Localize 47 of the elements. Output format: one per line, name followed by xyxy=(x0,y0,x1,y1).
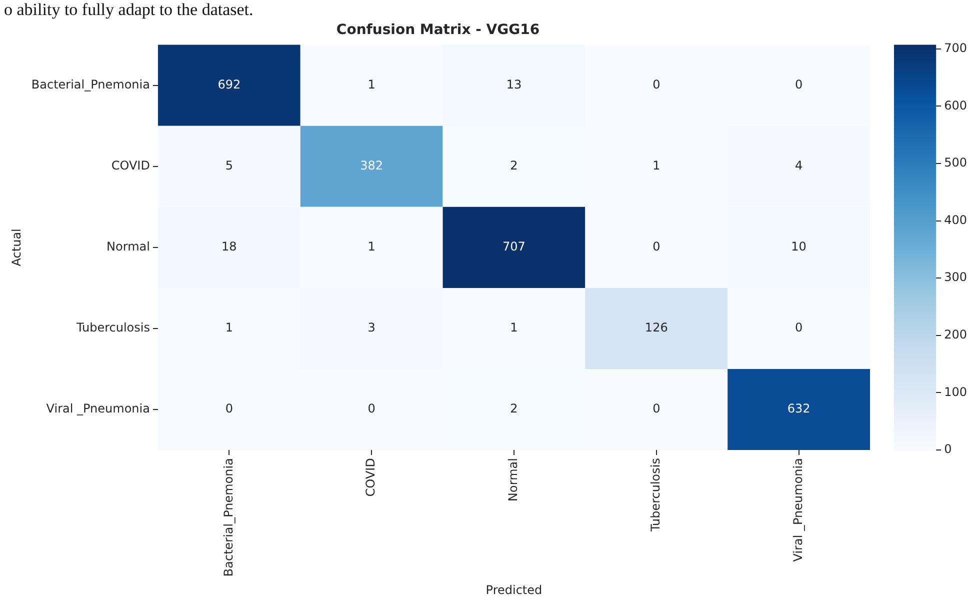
color-bar-label: 0 xyxy=(944,442,952,456)
data-label: 18 xyxy=(222,240,237,254)
data-label: 632 xyxy=(787,402,810,416)
y-tick-label: Tuberculosis xyxy=(75,320,150,335)
x-axis-title: Predicted xyxy=(486,582,542,597)
data-label: 10 xyxy=(791,240,806,254)
data-label: 0 xyxy=(794,77,803,92)
data-label: 1 xyxy=(652,158,660,172)
y-tick-label: Viral _Pneumonia xyxy=(46,402,150,416)
data-label: 0 xyxy=(225,402,233,416)
color-bar-label: 500 xyxy=(944,156,967,170)
data-label: 0 xyxy=(652,240,660,254)
color-bar-label: 600 xyxy=(944,98,967,112)
x-tick-label: Tuberculosis xyxy=(648,458,663,533)
data-label: 692 xyxy=(218,77,241,92)
color-bar-label: 100 xyxy=(944,384,967,399)
data-label: 1 xyxy=(368,77,376,92)
data-label: 1 xyxy=(225,320,233,335)
data-label: 126 xyxy=(644,320,668,335)
y-axis-title: Actual xyxy=(9,228,24,266)
data-label: 0 xyxy=(652,402,660,416)
y-tick-label: Bacterial_Pnemonia xyxy=(31,77,150,92)
data-label: 3 xyxy=(368,320,376,335)
color-bar-label: 300 xyxy=(944,270,967,284)
x-tick-label: COVID xyxy=(364,458,378,497)
data-label: 2 xyxy=(510,158,518,172)
y-tick-label: Normal xyxy=(106,240,150,254)
chart-title: Confusion Matrix - VGG16 xyxy=(336,22,540,38)
x-tick-label: Normal xyxy=(506,458,520,502)
x-tick-label: Bacterial_Pnemonia xyxy=(221,458,236,577)
color-bar-label: 700 xyxy=(944,40,967,55)
data-label: 5 xyxy=(225,158,233,172)
y-tick-label: COVID xyxy=(111,158,150,172)
data-label: 13 xyxy=(506,77,522,92)
data-label: 4 xyxy=(794,158,803,172)
text: o ability to fully adapt to the dataset. xyxy=(3,0,254,21)
data-label: 1 xyxy=(510,320,518,335)
data-label: 0 xyxy=(368,402,376,416)
data-label: 2 xyxy=(510,402,518,416)
x-tick-label: Viral _Pneumonia xyxy=(790,458,805,562)
data-label: 1 xyxy=(368,240,376,254)
data-label: 382 xyxy=(360,158,384,172)
data-label: 0 xyxy=(794,320,803,335)
data-label: 707 xyxy=(502,240,526,254)
data-label: 0 xyxy=(652,77,660,92)
color-bar-label: 200 xyxy=(944,328,967,342)
color-bar-label: 400 xyxy=(944,212,967,227)
